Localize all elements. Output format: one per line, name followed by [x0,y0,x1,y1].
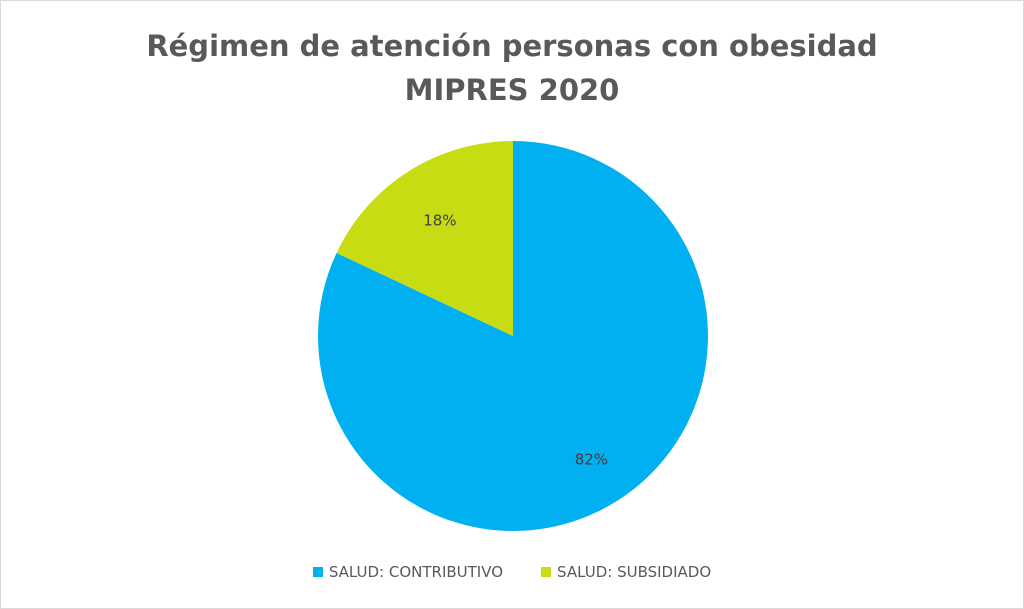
legend-swatch-subsidiado [541,567,552,577]
chart-title-line-1: Régimen de atención personas con obesida… [146,29,878,63]
legend-item-contributivo: SALUD: CONTRIBUTIVO [312,563,504,581]
pie-slice-contributivo [318,141,708,532]
legend: SALUD: CONTRIBUTIVO SALUD: SUBSIDIADO [1,563,1023,581]
chart-title-line-2: MIPRES 2020 [404,73,620,107]
pie-slice-subsidiado [336,140,513,336]
legend-swatch-contributivo [312,567,323,577]
data-label-subsidiado: 18% [423,212,456,230]
legend-item-subsidiado: SALUD: SUBSIDIADO [541,563,711,581]
legend-label-contributivo: SALUD: CONTRIBUTIVO [328,563,504,581]
data-label-contributivo: 82% [575,450,608,468]
legend-label-subsidiado: SALUD: SUBSIDIADO [557,563,712,581]
